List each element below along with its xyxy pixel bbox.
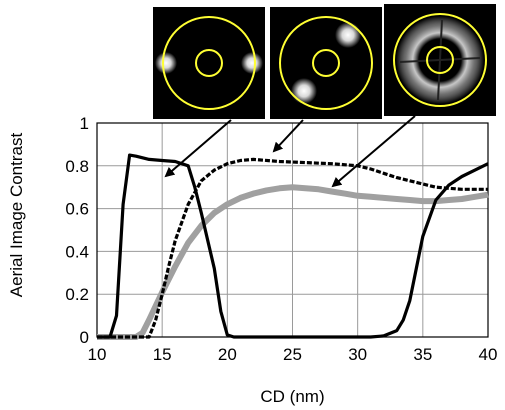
pole-blob (335, 22, 361, 48)
x-tick-label: 25 (283, 345, 302, 364)
ring-seam (437, 19, 443, 101)
pointer-arrow (164, 119, 232, 178)
x-tick-label: 35 (413, 345, 432, 364)
inner-pupil-circle (312, 49, 340, 77)
y-tick-label: 0.6 (65, 200, 89, 219)
x-axis-label: CD (nm) (260, 387, 324, 406)
inset-arrows (164, 115, 416, 188)
x-tick-label: 40 (479, 345, 498, 364)
outer-pupil-circle (162, 16, 256, 110)
y-tick-label: 0.8 (65, 157, 89, 176)
y-tick-label: 0.4 (65, 242, 89, 261)
tick-labels: 10 15 20 25 30 35 40 0 0.2 0.4 0.6 0.8 1 (65, 114, 497, 364)
pole-blob (241, 52, 263, 74)
outer-pupil-circle (393, 13, 487, 107)
y-axis-label: Aerial Image Contrast (7, 133, 26, 298)
series-layer (97, 153, 489, 340)
y-tick-label: 0 (80, 328, 89, 347)
outer-pupil-circle (279, 16, 373, 110)
pole-blob (291, 78, 317, 104)
inner-pupil-circle (195, 49, 223, 77)
pupil-background (270, 7, 382, 119)
dipole-pupil-inset (153, 7, 265, 119)
quadrupole-contrast-line (97, 157, 488, 339)
pole-blob (155, 52, 177, 74)
pointer-arrow (272, 119, 304, 153)
x-tick-label: 15 (153, 345, 172, 364)
y-tick-label: 1 (80, 114, 89, 133)
x-tick-label: 30 (348, 345, 367, 364)
inner-pupil-circle (426, 46, 454, 74)
quadrupole-pupil-inset (270, 7, 382, 119)
x-tick-label: 20 (218, 345, 237, 364)
pointer-arrow (331, 115, 416, 188)
dipole-contrast-line (97, 153, 489, 339)
y-tick-label: 0.2 (65, 285, 89, 304)
x-tick-label: 10 (88, 345, 107, 364)
annular-pupil-inset (384, 4, 496, 116)
